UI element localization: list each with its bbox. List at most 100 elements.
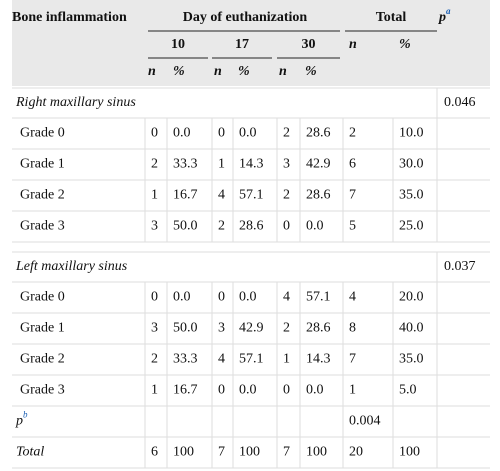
cell: 3 <box>151 321 158 336</box>
cell: 1 <box>218 157 225 172</box>
cell: 4 <box>349 290 356 305</box>
cell: 2 <box>151 157 158 172</box>
cell: 14.3 <box>239 157 264 172</box>
cell: 0 <box>151 126 158 141</box>
cell: 0 <box>218 126 225 141</box>
sub-header: % <box>173 64 185 79</box>
cell: 0.0 <box>306 383 324 398</box>
cell: 4 <box>283 290 290 305</box>
cell: 1 <box>151 188 158 203</box>
p-value: 0.046 <box>444 95 476 110</box>
cell: 100 <box>306 445 327 460</box>
cell: 0.0 <box>239 126 257 141</box>
row-label: pb <box>15 410 28 429</box>
cell: 6 <box>349 157 356 172</box>
sub-header: % <box>399 37 411 52</box>
cell: 57.1 <box>306 290 331 305</box>
row-label: Grade 1 <box>20 321 65 336</box>
row-label: Grade 3 <box>20 219 65 234</box>
day-header: 30 <box>302 37 316 52</box>
cell: 10.0 <box>399 126 424 141</box>
cell: 3 <box>151 219 158 234</box>
column-header: Day of euthanization <box>183 10 308 25</box>
cell: 28.6 <box>306 321 331 336</box>
cell: 2 <box>283 188 290 203</box>
cell: 35.0 <box>399 188 424 203</box>
cell: 2 <box>151 352 158 367</box>
cell: 1 <box>151 383 158 398</box>
sub-header: n <box>214 64 222 79</box>
sub-header: % <box>305 64 317 79</box>
cell: 4 <box>218 352 225 367</box>
cell: 28.6 <box>306 126 331 141</box>
cell: 16.7 <box>173 383 198 398</box>
cell: 33.3 <box>173 352 198 367</box>
cell: 30.0 <box>399 157 424 172</box>
column-header: Bone inflammation <box>12 10 127 25</box>
row-label: Grade 2 <box>20 188 65 203</box>
cell: 50.0 <box>173 321 198 336</box>
p-value: 0.004 <box>349 414 381 429</box>
footnote-ref: a <box>446 6 451 16</box>
cell: 4 <box>218 188 225 203</box>
cell: 100 <box>173 445 194 460</box>
cell: 0.0 <box>173 126 191 141</box>
cell: 2 <box>283 126 290 141</box>
cell: 5 <box>349 219 356 234</box>
cell: 2 <box>349 126 356 141</box>
day-header: 10 <box>171 37 185 52</box>
section-label: Left maxillary sinus <box>15 259 128 274</box>
cell: 100 <box>239 445 260 460</box>
p-label: p <box>15 414 23 429</box>
column-header: pa <box>438 6 451 25</box>
cell: 40.0 <box>399 321 424 336</box>
cell: 1 <box>349 383 356 398</box>
cell: 35.0 <box>399 352 424 367</box>
cell: 20 <box>349 445 363 460</box>
cell: 6 <box>151 445 158 460</box>
cell: 3 <box>283 157 290 172</box>
cell: 57.1 <box>239 352 264 367</box>
cell: 7 <box>218 445 225 460</box>
cell: 42.9 <box>306 157 331 172</box>
cell: 2 <box>283 321 290 336</box>
cell: 7 <box>349 352 356 367</box>
cell: 28.6 <box>306 188 331 203</box>
row-label: Grade 1 <box>20 157 65 172</box>
row-label: Grade 0 <box>20 126 65 141</box>
sub-header: n <box>349 37 357 52</box>
cell: 3 <box>218 321 225 336</box>
p-label: p <box>438 10 446 25</box>
cell: 8 <box>349 321 356 336</box>
cell: 0 <box>283 383 290 398</box>
cell: 1 <box>283 352 290 367</box>
cell: 14.3 <box>306 352 331 367</box>
column-header: Total <box>376 10 407 25</box>
cell: 16.7 <box>173 188 198 203</box>
section-label: Right maxillary sinus <box>15 95 136 110</box>
cell: 7 <box>283 445 290 460</box>
header-bg <box>12 0 490 86</box>
cell: 100 <box>399 445 420 460</box>
cell: 42.9 <box>239 321 264 336</box>
row-label: Grade 0 <box>20 290 65 305</box>
p-value: 0.037 <box>444 259 476 274</box>
cell: 0.0 <box>239 290 257 305</box>
cell: 57.1 <box>239 188 264 203</box>
cell: 0 <box>283 219 290 234</box>
row-label: Total <box>16 445 44 460</box>
sub-header: n <box>279 64 287 79</box>
cell: 0 <box>151 290 158 305</box>
cell: 33.3 <box>173 157 198 172</box>
cell: 0.0 <box>306 219 324 234</box>
row-label: Grade 3 <box>20 383 65 398</box>
sub-header: % <box>238 64 250 79</box>
cell: 28.6 <box>239 219 264 234</box>
row-label: Grade 2 <box>20 352 65 367</box>
cell: 50.0 <box>173 219 198 234</box>
cell: 5.0 <box>399 383 417 398</box>
cell: 0.0 <box>239 383 257 398</box>
sub-header: n <box>148 64 156 79</box>
cell: 25.0 <box>399 219 424 234</box>
cell: 0.0 <box>173 290 191 305</box>
